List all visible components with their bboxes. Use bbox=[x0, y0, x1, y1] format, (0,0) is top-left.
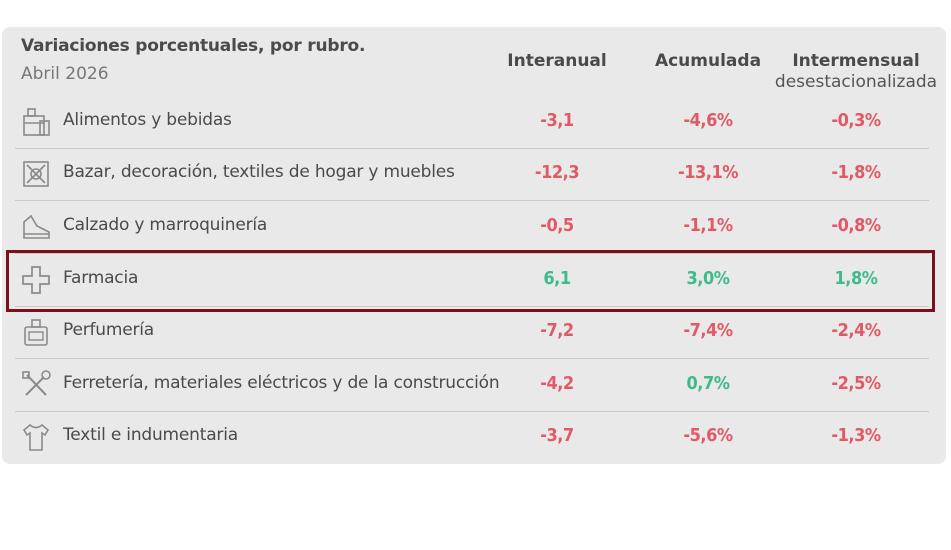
cell-intermensual: -1,8% bbox=[831, 162, 881, 183]
row-label: Bazar, decoración, textiles de hogar y m… bbox=[63, 162, 455, 182]
cell-interanual: -0,5 bbox=[540, 215, 574, 236]
row-label: Ferretería, materiales eléctricos y de l… bbox=[63, 373, 500, 393]
table-row: Bazar, decoración, textiles de hogar y m… bbox=[15, 148, 929, 201]
row-label: Alimentos y bebidas bbox=[63, 110, 232, 130]
table-row: Textil e indumentaria -3,7 -5,6% -1,3% bbox=[15, 411, 929, 463]
cell-acumulada: -13,1% bbox=[678, 162, 738, 183]
cell-intermensual: -2,4% bbox=[831, 320, 881, 341]
cell-intermensual: -2,5% bbox=[831, 373, 881, 394]
cell-interanual: -3,1 bbox=[540, 110, 574, 131]
tools-icon bbox=[19, 368, 53, 402]
column-header-acumulada: Acumulada bbox=[654, 51, 762, 71]
cell-acumulada: 0,7% bbox=[686, 373, 730, 394]
cell-acumulada: -7,4% bbox=[683, 320, 733, 341]
table-row: Farmacia 6,1 3,0% 1,8% bbox=[15, 254, 929, 307]
cell-interanual: -12,3 bbox=[534, 162, 580, 183]
cell-intermensual: -0,8% bbox=[831, 215, 881, 236]
table-title: Variaciones porcentuales, por rubro. bbox=[21, 36, 366, 56]
cell-intermensual: 1,8% bbox=[834, 268, 878, 289]
shoe-icon bbox=[19, 210, 53, 244]
pharmacy-cross-icon bbox=[19, 263, 53, 297]
cell-intermensual: -1,3% bbox=[831, 425, 881, 446]
row-label: Perfumería bbox=[63, 320, 155, 340]
home-goods-icon bbox=[19, 157, 53, 191]
grocery-icon bbox=[19, 105, 53, 139]
tshirt-icon bbox=[19, 420, 53, 454]
perfume-icon bbox=[19, 315, 53, 349]
table-card bbox=[2, 27, 946, 464]
cell-interanual: 6,1 bbox=[543, 268, 571, 289]
cell-interanual: -7,2 bbox=[540, 320, 574, 341]
cell-acumulada: -1,1% bbox=[683, 215, 733, 236]
cell-interanual: -4,2 bbox=[540, 373, 574, 394]
cell-acumulada: 3,0% bbox=[686, 268, 730, 289]
cell-acumulada: -5,6% bbox=[683, 425, 733, 446]
table-subtitle: Abril 2026 bbox=[21, 64, 109, 84]
table-row: Perfumería -7,2 -7,4% -2,4% bbox=[15, 306, 929, 359]
cell-interanual: -3,7 bbox=[540, 425, 574, 446]
row-label: Textil e indumentaria bbox=[63, 425, 238, 445]
row-label: Calzado y marroquinería bbox=[63, 215, 268, 235]
table-row: Ferretería, materiales eléctricos y de l… bbox=[15, 359, 929, 412]
cell-intermensual: -0,3% bbox=[831, 110, 881, 131]
row-label: Farmacia bbox=[63, 268, 139, 288]
column-header-intermensual: Intermensual bbox=[792, 51, 920, 71]
column-header-intermensual-sub: desestacionalizada bbox=[774, 72, 938, 92]
table-row: Calzado y marroquinería -0,5 -1,1% -0,8% bbox=[15, 201, 929, 254]
cell-acumulada: -4,6% bbox=[683, 110, 733, 131]
table-row: Alimentos y bebidas -3,1 -4,6% -0,3% bbox=[15, 96, 929, 149]
column-header-interanual: Interanual bbox=[507, 51, 607, 71]
